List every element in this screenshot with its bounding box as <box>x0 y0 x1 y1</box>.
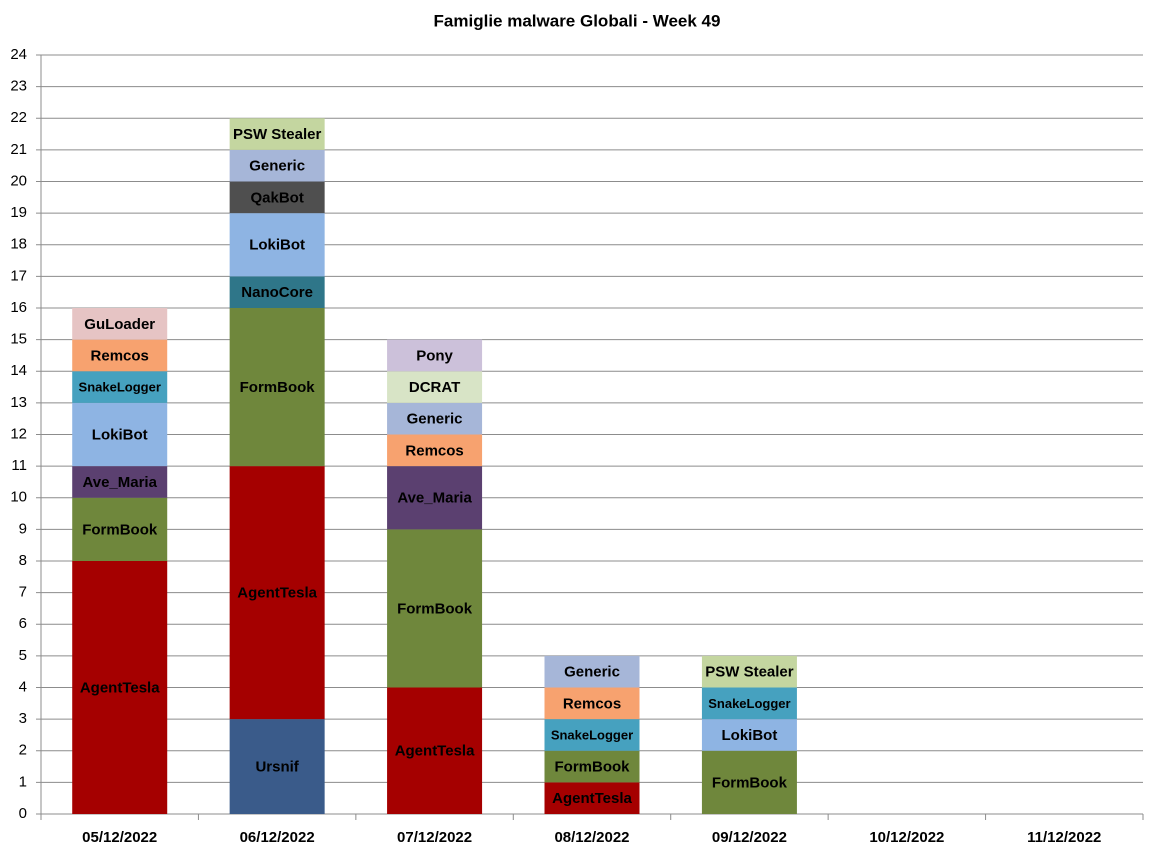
bar-segment <box>544 687 640 720</box>
segment-label: SnakeLogger <box>708 696 790 711</box>
y-tick-label: 3 <box>19 710 27 727</box>
bar-segment <box>229 213 325 277</box>
y-tick-label: 19 <box>10 204 27 221</box>
bar-segment <box>72 371 168 403</box>
bar-segment <box>544 782 640 814</box>
bar-segment <box>544 750 640 783</box>
segment-label: SnakeLogger <box>79 380 161 395</box>
bar-segment <box>72 402 168 467</box>
x-tick-label: 11/12/2022 <box>1027 829 1101 846</box>
bar-segment <box>387 466 483 530</box>
segment-label: Ursnif <box>255 759 299 776</box>
y-tick-label: 14 <box>10 362 27 379</box>
bar-segment <box>701 750 797 814</box>
bar-segment <box>229 118 325 150</box>
segment-label: SnakeLogger <box>551 727 633 742</box>
segment-label: QakBot <box>250 189 303 206</box>
bar-segment <box>387 402 483 435</box>
segment-label: Remcos <box>563 695 621 712</box>
bar-segment <box>72 497 168 561</box>
y-tick-label: 16 <box>10 299 27 316</box>
bar-segment <box>387 687 483 814</box>
y-tick-label: 11 <box>11 457 27 474</box>
y-tick-label: 9 <box>19 520 27 537</box>
y-tick-label: 6 <box>19 615 27 632</box>
segment-label: AgentTesla <box>552 790 632 807</box>
bar-segment <box>544 655 640 688</box>
x-tick-label: 09/12/2022 <box>712 829 787 846</box>
y-tick-label: 22 <box>10 109 27 126</box>
segment-label: FormBook <box>555 759 631 776</box>
bar-segment <box>229 308 325 467</box>
y-tick-label: 0 <box>19 805 27 822</box>
y-tick-label: 4 <box>19 678 27 695</box>
segment-label: DCRAT <box>409 379 460 396</box>
bar-segment <box>387 371 483 403</box>
y-tick-label: 24 <box>10 46 27 63</box>
bar-segment <box>701 719 797 751</box>
bar-segment <box>387 339 483 372</box>
bar-segment <box>72 339 168 372</box>
bar-segment <box>229 181 325 214</box>
segment-label: GuLoader <box>84 316 155 333</box>
bar-segment <box>229 466 325 720</box>
segment-label: Generic <box>249 158 305 175</box>
bar-segment <box>229 149 325 182</box>
segment-label: AgentTesla <box>395 743 475 760</box>
segment-label: LokiBot <box>92 426 148 443</box>
y-tick-label: 10 <box>10 489 27 506</box>
segment-label: Pony <box>416 347 453 364</box>
x-tick-label: 10/12/2022 <box>869 829 944 846</box>
segment-label: AgentTesla <box>237 585 317 602</box>
x-tick-label: 05/12/2022 <box>82 829 157 846</box>
segment-label: FormBook <box>82 521 158 538</box>
y-tick-label: 20 <box>10 172 27 189</box>
segment-label: LokiBot <box>722 727 778 744</box>
segment-label: FormBook <box>712 774 788 791</box>
y-tick-label: 2 <box>19 742 27 759</box>
y-tick-label: 18 <box>10 236 27 253</box>
segment-label: LokiBot <box>249 237 305 254</box>
y-tick-label: 8 <box>19 552 27 569</box>
y-tick-label: 23 <box>10 78 27 95</box>
y-tick-label: 21 <box>10 141 27 158</box>
segment-label: Generic <box>564 664 620 681</box>
segment-label: Generic <box>407 411 463 428</box>
bar-segment <box>544 719 640 751</box>
y-tick-label: 13 <box>10 394 27 411</box>
y-tick-label: 12 <box>10 425 27 442</box>
segment-label: Remcos <box>405 442 463 459</box>
segment-label: PSW Stealer <box>705 664 794 681</box>
segment-label: NanoCore <box>241 284 313 301</box>
bar-segment <box>72 466 168 498</box>
bar-segment <box>701 687 797 720</box>
x-tick-label: 07/12/2022 <box>397 829 472 846</box>
segment-label: Ave_Maria <box>82 474 157 491</box>
bar-segment <box>229 719 325 814</box>
bar-segment <box>387 434 483 467</box>
segment-label: FormBook <box>397 600 473 617</box>
y-tick-label: 7 <box>19 584 27 601</box>
bar-segment <box>72 561 168 814</box>
bar-segment <box>72 308 168 340</box>
segment-label: Ave_Maria <box>397 490 472 507</box>
bar-segment <box>701 655 797 688</box>
bar-segment <box>229 276 325 308</box>
y-tick-label: 1 <box>19 773 27 790</box>
y-tick-label: 15 <box>10 331 27 348</box>
y-tick-label: 17 <box>10 267 27 284</box>
x-tick-label: 08/12/2022 <box>554 829 629 846</box>
x-tick-label: 06/12/2022 <box>240 829 315 846</box>
y-tick-label: 5 <box>19 647 27 664</box>
segment-label: Remcos <box>91 347 149 364</box>
segment-label: PSW Stealer <box>233 126 322 143</box>
chart-title: Famiglie malware Globali - Week 49 <box>434 11 721 30</box>
segment-label: AgentTesla <box>80 679 160 696</box>
segment-label: FormBook <box>240 379 316 396</box>
bar-segment <box>387 529 483 688</box>
